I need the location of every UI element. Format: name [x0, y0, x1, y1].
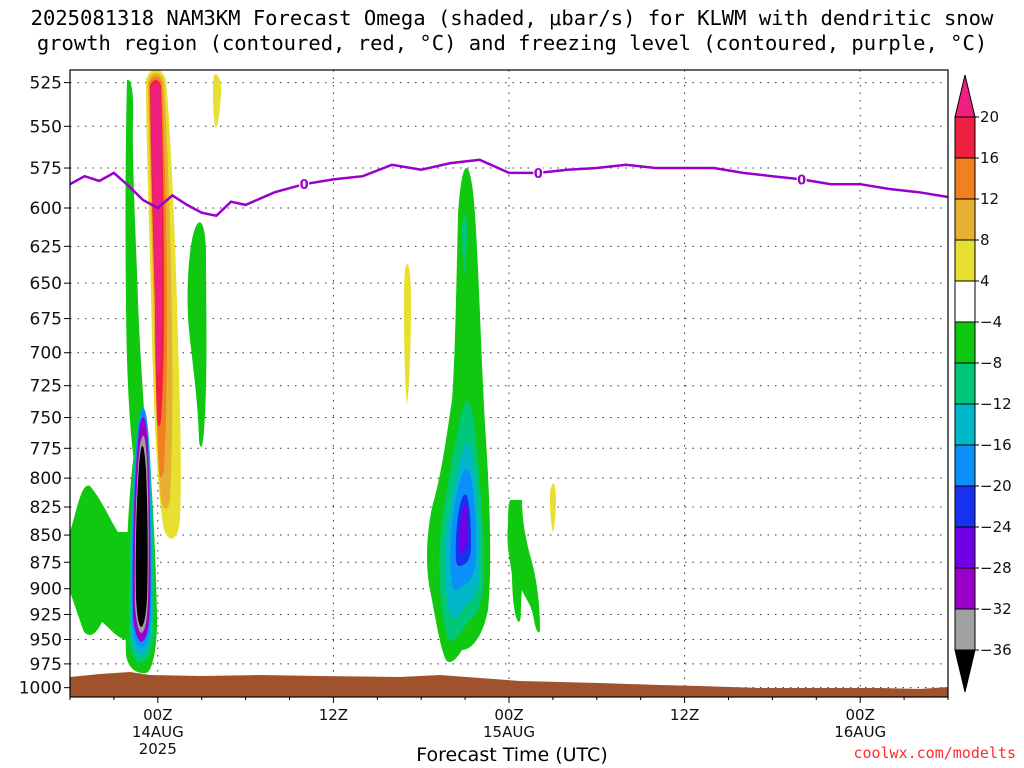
colorbar-box-5 [954, 321, 976, 364]
green-blob-15aug-late [507, 500, 540, 633]
colorbar-box-1 [954, 157, 976, 200]
ytick-label-925: 925 [30, 605, 62, 625]
ytick-label-850: 850 [30, 526, 62, 546]
freezing-label-1: 0 [534, 167, 543, 182]
y-axis: 525 550 575 600 625 650 675 700 725 750 775 800 825 8… [19, 74, 70, 699]
main-updraft-column [125, 407, 157, 674]
freezing-label-bg-0 [299, 176, 310, 193]
left-green-wing [70, 485, 128, 640]
colorbar-box-0 [954, 116, 976, 159]
freezing-label-2: 0 [797, 173, 806, 188]
freezing-level-labels: 0 0 0 [299, 164, 807, 193]
ytick-label-550: 550 [30, 117, 62, 137]
ytick-label-750: 750 [30, 409, 62, 429]
colorbar-label-12: −32 [980, 600, 1012, 618]
ytick-label-700: 700 [30, 344, 62, 364]
green-streak-650 [187, 222, 207, 447]
colorbar-box-9 [954, 485, 976, 528]
small-yellow-spot-600 [213, 74, 222, 128]
colorbar-box-12 [954, 608, 976, 651]
colorbar-box-6 [954, 362, 976, 405]
colorbar-label-11: −28 [980, 559, 1012, 577]
colorbar-box-7 [954, 403, 976, 446]
xtick-year-0: 2025 [139, 740, 177, 758]
chart-title-line2: growth region (contoured, red, °C) and f… [36, 31, 988, 55]
ytick-label-900: 900 [30, 580, 62, 600]
site-credit[interactable]: coolwx.com/modelts [853, 744, 1016, 762]
xtick-label-0: 00Z [143, 706, 172, 724]
freezing-label-bg-2 [796, 171, 807, 188]
ytick-label-675: 675 [30, 310, 62, 330]
colorbar-box-10 [954, 526, 976, 569]
xtick-date-4: 16AUG [834, 723, 886, 741]
ytick-label-775: 775 [30, 439, 62, 459]
ytick-label-800: 800 [30, 469, 62, 489]
colorbar-label-1: 16 [980, 149, 999, 167]
ytick-label-975: 975 [30, 655, 62, 675]
colorbar-box-3 [954, 239, 976, 282]
ytick-label-725: 725 [30, 377, 62, 397]
colorbar-label-13: −36 [980, 641, 1012, 659]
ytick-label-600: 600 [30, 199, 62, 219]
chart-title-line1: 2025081318 NAM3KM Forecast Omega (shaded… [30, 6, 994, 30]
omega-shading-layer [70, 70, 948, 697]
yellow-streak-12z14 [404, 264, 411, 405]
updraft-15aug [427, 167, 491, 662]
xtick-label-2: 00Z [494, 706, 523, 724]
freezing-label-0: 0 [300, 178, 309, 193]
colorbar-label-6: −8 [980, 354, 1002, 372]
yellow-dot-15aug [550, 483, 556, 533]
colorbar: 20 16 12 8 4 −4 −8 −12 −16 −20 −24 −28 −32 −36 [954, 74, 1012, 693]
ytick-label-875: 875 [30, 553, 62, 573]
ytick-label-825: 825 [30, 498, 62, 518]
xtick-label-3: 12Z [670, 706, 699, 724]
colorbar-bottom-arrow [954, 649, 976, 693]
xtick-label-1: 12Z [319, 706, 348, 724]
ytick-label-575: 575 [30, 159, 62, 179]
colorbar-label-5: −4 [980, 313, 1002, 331]
ytick-label-525: 525 [30, 74, 62, 94]
ytick-label-1000: 1000 [19, 679, 62, 699]
colorbar-label-0: 20 [980, 108, 999, 126]
colorbar-box-4 [954, 280, 976, 323]
colorbar-top-arrow [954, 74, 976, 118]
freezing-level-line [70, 158, 948, 218]
upper-green-streak [125, 79, 148, 491]
chart-title: 2025081318 NAM3KM Forecast Omega (shaded… [0, 6, 1024, 56]
colorbar-box-11 [954, 567, 976, 610]
sinking-column [146, 70, 181, 539]
colorbar-box-2 [954, 198, 976, 241]
colorbar-label-10: −24 [980, 518, 1012, 536]
freezing-label-bg-1 [533, 164, 544, 181]
ytick-label-650: 650 [30, 274, 62, 294]
xtick-date-2: 15AUG [483, 723, 535, 741]
colorbar-label-3: 8 [980, 231, 990, 249]
ytick-label-625: 625 [30, 237, 62, 257]
colorbar-label-8: −16 [980, 436, 1012, 454]
colorbar-label-2: 12 [980, 190, 999, 208]
colorbar-label-9: −20 [980, 477, 1012, 495]
colorbar-label-4: 4 [980, 272, 990, 290]
xtick-label-4: 00Z [846, 706, 875, 724]
ytick-label-950: 950 [30, 630, 62, 650]
xtick-date-0: 14AUG [132, 723, 184, 741]
x-axis-label: Forecast Time (UTC) [416, 744, 608, 766]
colorbar-box-8 [954, 444, 976, 487]
colorbar-label-7: −12 [980, 395, 1012, 413]
terrain-surface [70, 672, 948, 697]
